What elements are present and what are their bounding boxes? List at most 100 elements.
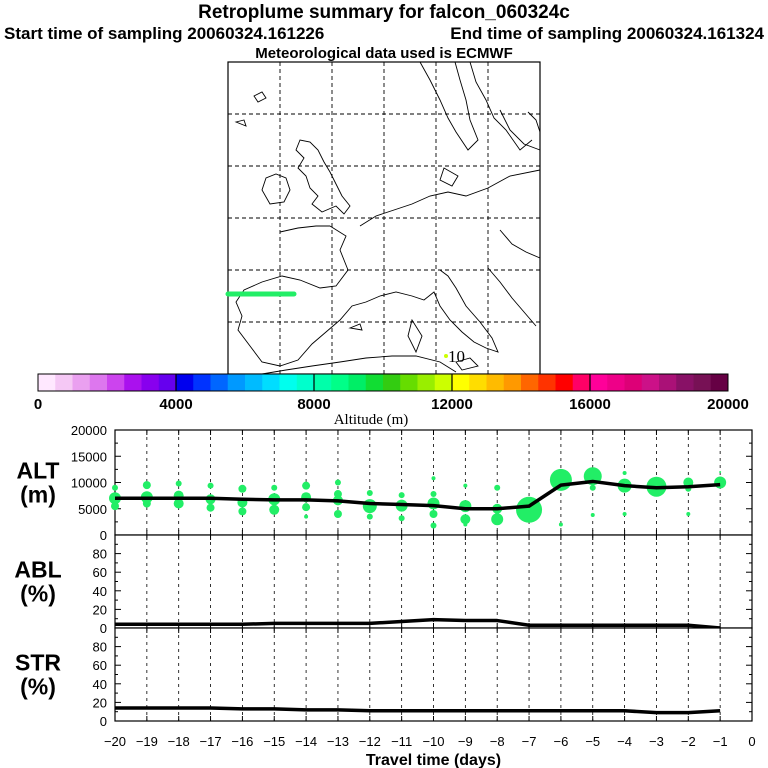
colorbar-swatch bbox=[383, 374, 401, 391]
x-tick-label: −17 bbox=[200, 734, 222, 749]
y-tick-label: 20000 bbox=[71, 423, 107, 438]
y-tick-label: 15000 bbox=[71, 449, 107, 464]
x-tick-label: −18 bbox=[168, 734, 190, 749]
scatter-point bbox=[302, 481, 311, 490]
colorbar-swatch bbox=[227, 374, 246, 391]
scatter-point bbox=[622, 512, 627, 516]
scatter-point bbox=[398, 492, 405, 499]
colorbar bbox=[37, 373, 729, 392]
colorbar-swatch bbox=[400, 374, 418, 391]
colorbar-swatch bbox=[296, 374, 315, 391]
scatter-point bbox=[173, 498, 184, 509]
scatter-point bbox=[714, 476, 727, 489]
panel-ylabel-bottom: (%) bbox=[20, 581, 56, 607]
y-tick-label: 0 bbox=[100, 621, 107, 636]
y-tick-label: 20 bbox=[93, 695, 107, 710]
scatter-point bbox=[334, 479, 341, 486]
scatter-point bbox=[491, 513, 504, 526]
colorbar-swatch bbox=[624, 374, 643, 391]
scatter-point bbox=[333, 510, 342, 518]
colorbar-swatch bbox=[210, 374, 229, 391]
scatter-point bbox=[430, 491, 437, 498]
colorbar-swatch bbox=[124, 374, 142, 391]
panel-ylabel-top: STR bbox=[15, 650, 61, 676]
panel-alt: 0 5000 10000 15000 20000 ALT(m) bbox=[16, 423, 753, 543]
series-line bbox=[115, 479, 721, 511]
map-day-marker: 10 bbox=[448, 347, 465, 366]
x-tick-label: −4 bbox=[617, 734, 632, 749]
scatter-point bbox=[719, 471, 722, 473]
x-tick-label: −14 bbox=[295, 734, 317, 749]
x-tick-label: −5 bbox=[585, 734, 600, 749]
x-tick-label: −19 bbox=[136, 734, 158, 749]
scatter-point bbox=[686, 512, 691, 516]
x-tick-label: −15 bbox=[263, 734, 285, 749]
colorbar-swatch bbox=[521, 374, 539, 391]
colorbar-swatch bbox=[176, 374, 194, 391]
scatter-point bbox=[366, 490, 373, 496]
colorbar-swatch bbox=[607, 374, 625, 391]
scatter-point bbox=[460, 514, 471, 525]
y-tick-label: 80 bbox=[93, 640, 107, 655]
x-tick-label: −2 bbox=[681, 734, 696, 749]
scatter-point bbox=[271, 484, 278, 491]
scatter-point bbox=[589, 484, 596, 491]
colorbar-ticks: 0 4000 8000 12000 16000 20000 bbox=[34, 374, 749, 413]
y-tick-label: 60 bbox=[93, 565, 107, 580]
scatter-point bbox=[238, 484, 247, 493]
colorbar-swatch bbox=[55, 374, 73, 391]
x-tick-label: −13 bbox=[327, 734, 349, 749]
scatter-point bbox=[142, 481, 151, 490]
y-tick-label: 40 bbox=[93, 584, 107, 599]
y-tick-label: 0 bbox=[100, 714, 107, 729]
colorbar-swatch bbox=[245, 374, 263, 391]
map-panel: 10 bbox=[225, 61, 541, 375]
colorbar-swatch bbox=[710, 374, 729, 391]
scatter-point bbox=[111, 502, 119, 511]
colorbar-swatch bbox=[141, 374, 160, 391]
scatter-point bbox=[463, 483, 468, 488]
colorbar-title: Altitude (m) bbox=[334, 412, 409, 428]
panel-abl: 0 20 40 60 80 ABL(%) bbox=[14, 534, 753, 636]
y-tick-label: 80 bbox=[93, 547, 107, 562]
scatter-point bbox=[431, 476, 436, 481]
colorbar-tick-label: 0 bbox=[34, 396, 42, 413]
scatter-point bbox=[269, 504, 280, 515]
scatter-point bbox=[238, 507, 247, 516]
colorbar-swatch bbox=[452, 374, 470, 391]
colorbar-swatch bbox=[693, 374, 712, 391]
colorbar-swatch bbox=[348, 374, 367, 391]
scatter-point bbox=[558, 522, 563, 527]
x-tick-label: −6 bbox=[553, 734, 568, 749]
x-tick-label: −1 bbox=[713, 734, 728, 749]
time-series-panels: 05000100001500020000ALT(m)020406080ABL(%… bbox=[14, 423, 755, 768]
y-tick-label: 40 bbox=[93, 677, 107, 692]
colorbar-swatch bbox=[193, 374, 211, 391]
map-marker-dot bbox=[444, 354, 448, 358]
x-tick-label: 0 bbox=[748, 734, 755, 749]
colorbar-swatch bbox=[89, 374, 108, 391]
start-time-label: Start time of sampling 20060324.161226 bbox=[4, 24, 325, 43]
x-tick-label: −12 bbox=[359, 734, 381, 749]
scatter-point bbox=[429, 510, 438, 518]
colorbar-swatch bbox=[417, 374, 436, 391]
colorbar-tick-label: 8000 bbox=[297, 396, 330, 413]
scatter-point bbox=[590, 513, 595, 518]
colorbar-swatch bbox=[434, 374, 453, 391]
scatter-point bbox=[362, 499, 377, 514]
colorbar-swatch bbox=[72, 374, 91, 391]
chart-title: Retroplume summary for falcon_060324c bbox=[198, 2, 570, 23]
colorbar-swatch bbox=[503, 374, 522, 391]
x-tick-label: −7 bbox=[522, 734, 537, 749]
x-tick-label: −16 bbox=[231, 734, 253, 749]
panel-ylabel-bottom: (m) bbox=[20, 482, 56, 508]
colorbar-swatch bbox=[38, 374, 56, 391]
colorbar-swatch bbox=[538, 374, 556, 391]
end-time-label: End time of sampling 20060324.161324 bbox=[450, 24, 764, 43]
x-tick-label: −3 bbox=[649, 734, 664, 749]
scatter-point bbox=[494, 484, 501, 491]
colorbar-swatch bbox=[262, 374, 280, 391]
y-tick-label: 5000 bbox=[78, 502, 107, 517]
